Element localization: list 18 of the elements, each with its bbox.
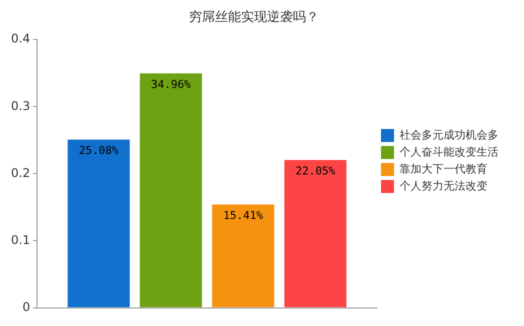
y-tick-label: 0.4 xyxy=(10,32,30,46)
bar xyxy=(68,140,130,308)
y-tick-label: 0 xyxy=(22,300,30,314)
bar xyxy=(284,160,346,308)
data-label: 15.41% xyxy=(223,208,264,222)
data-label: 34.96% xyxy=(151,78,192,91)
legend-label: 个人奋斗能改变生活 xyxy=(400,145,498,158)
y-tick-label: 0.3 xyxy=(10,98,30,113)
chart-title: 穷屌丝能实现逆袭吗？ xyxy=(189,10,319,26)
bar xyxy=(212,204,274,308)
y-tick-label: 0.2 xyxy=(10,166,30,180)
data-label: 25.08% xyxy=(78,144,119,157)
legend-label: 靠加大下一代教育 xyxy=(400,162,488,176)
bar xyxy=(140,73,202,308)
legend-label: 社会多元成功机会多 xyxy=(400,128,498,142)
data-label: 22.05% xyxy=(296,164,336,178)
y-tick-label: 0.1 xyxy=(10,232,30,247)
legend-label: 个人努力无法改变 xyxy=(400,179,488,192)
